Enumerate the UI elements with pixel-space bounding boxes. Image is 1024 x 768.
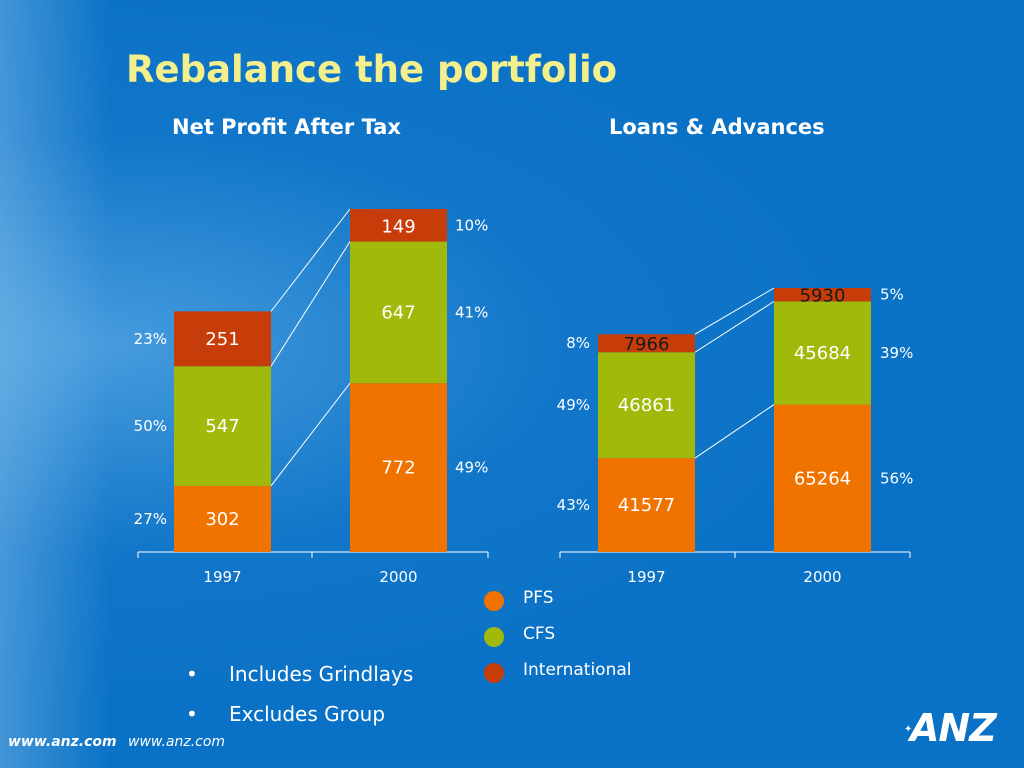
bar-value-label: 7966 [624, 334, 670, 355]
connector-line [694, 300, 775, 353]
connector-line [694, 287, 775, 335]
npat-chart: 302 27% 547 50% 251 23% 1997 772 49% 647 41% 149 10%… [134, 208, 489, 586]
bar-segment-international-1997 [174, 311, 271, 367]
bullet-dot: • [186, 702, 198, 726]
slide-title: Rebalance the portfolio [126, 48, 618, 91]
legend-label-cfs: CFS [523, 624, 556, 644]
percent-label: 23% [134, 330, 167, 348]
percent-label: 49% [557, 396, 590, 414]
percent-label: 39% [880, 344, 913, 362]
x-tick-label: 2000 [379, 568, 417, 586]
bar-value-label: 251 [205, 329, 239, 350]
bar-value-label: 647 [381, 302, 415, 323]
bar-segment-international-1997 [598, 334, 695, 353]
bar-value-label: 149 [381, 216, 415, 237]
percent-label: 41% [455, 303, 488, 321]
bar-value-label: 5930 [800, 286, 846, 307]
connector-line [270, 208, 351, 312]
bar-value-label: 772 [381, 458, 415, 479]
bar-segment-pfs-2000 [350, 383, 447, 552]
percent-label: 10% [455, 216, 488, 234]
percent-label: 56% [880, 469, 913, 487]
logo-star-icon: ✦ [904, 724, 913, 735]
footer-url[interactable]: www.anz.com [128, 734, 226, 750]
x-tick-label: 1997 [203, 568, 241, 586]
bar-segment-cfs-1997 [174, 366, 271, 486]
legend-swatch-international [484, 663, 504, 683]
legend-swatch-pfs [484, 591, 504, 611]
bar-segment-international-2000 [350, 209, 447, 242]
bar-value-label: 65264 [794, 468, 851, 489]
legend-label-international: International [523, 660, 632, 680]
bar-value-label: 41577 [618, 495, 675, 516]
footer-url[interactable]: www.anz.com [8, 734, 117, 750]
bar-segment-cfs-1997 [598, 352, 695, 459]
loans-chart: 41577 43% 46861 49% 7966 8% 1997 65264 56% 45684 3… [557, 286, 914, 586]
connector-line [270, 382, 351, 487]
bar-value-label: 547 [205, 416, 239, 437]
connector-line [694, 404, 775, 459]
anz-logo: ANZ [910, 706, 997, 750]
connector-line [270, 241, 351, 367]
bar-value-label: 46861 [618, 395, 675, 416]
percent-label: 27% [134, 510, 167, 528]
bar-segment-pfs-1997 [598, 458, 695, 552]
bar-value-label: 45684 [794, 343, 851, 364]
percent-label: 5% [880, 286, 904, 304]
bullet-text: Includes Grindlays [229, 662, 414, 686]
bar-value-label: 302 [205, 509, 239, 530]
background-band [0, 0, 110, 768]
percent-label: 43% [557, 496, 590, 514]
bar-segment-pfs-1997 [174, 485, 271, 552]
legend-label-pfs: PFS [523, 588, 554, 608]
loans-chart-title: Loans & Advances [609, 115, 825, 139]
bar-segment-cfs-2000 [350, 241, 447, 384]
percent-label: 8% [566, 334, 590, 352]
x-tick-label: 1997 [627, 568, 665, 586]
legend-swatch-cfs [484, 627, 504, 647]
percent-label: 49% [455, 459, 488, 477]
bullet-dot: • [186, 662, 198, 686]
bar-segment-international-2000 [774, 287, 871, 302]
x-tick-label: 2000 [803, 568, 841, 586]
percent-label: 50% [134, 417, 167, 435]
bar-segment-pfs-2000 [774, 404, 871, 552]
npat-chart-title: Net Profit After Tax [172, 115, 401, 139]
bar-segment-cfs-2000 [774, 301, 871, 405]
bullet-text: Excludes Group [229, 702, 386, 726]
